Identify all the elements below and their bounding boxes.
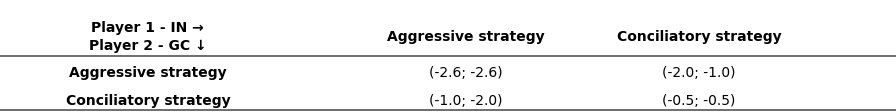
Text: Player 1 - IN →
Player 2 - GC ↓: Player 1 - IN → Player 2 - GC ↓ [89,21,207,53]
Text: Aggressive strategy: Aggressive strategy [69,66,227,80]
Text: (-2.6; -2.6): (-2.6; -2.6) [429,66,503,80]
Text: (-0.5; -0.5): (-0.5; -0.5) [662,94,736,108]
Text: Conciliatory strategy: Conciliatory strategy [616,30,781,44]
Text: (-1.0; -2.0): (-1.0; -2.0) [429,94,503,108]
Text: Aggressive strategy: Aggressive strategy [387,30,545,44]
Text: Conciliatory strategy: Conciliatory strategy [65,94,230,108]
Text: (-2.0; -1.0): (-2.0; -1.0) [662,66,736,80]
